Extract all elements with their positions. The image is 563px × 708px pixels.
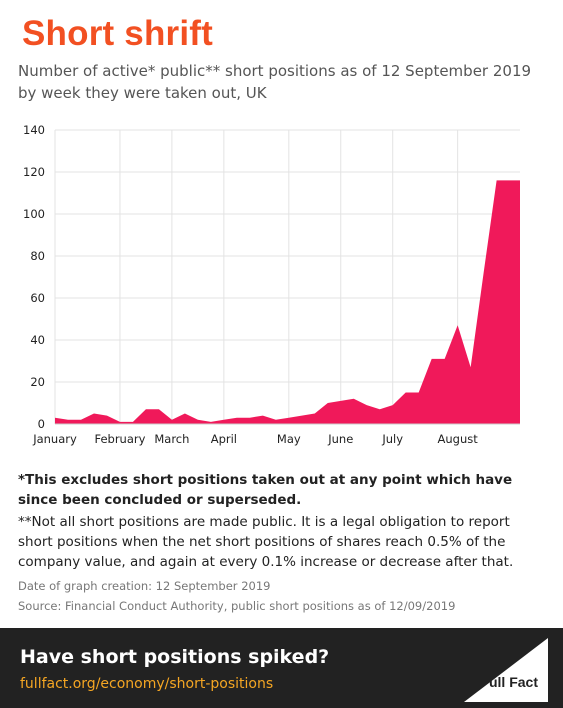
x-tick-label: June bbox=[327, 432, 353, 446]
y-tick-label: 140 bbox=[23, 123, 45, 137]
y-tick-label: 80 bbox=[30, 249, 45, 263]
x-tick-label: July bbox=[381, 432, 403, 446]
x-tick-label: August bbox=[438, 432, 479, 446]
logo-triangle-icon bbox=[464, 638, 548, 702]
chart-title: Short shrift bbox=[22, 14, 214, 53]
x-tick-label: March bbox=[154, 432, 189, 446]
logo-text: Full Fact bbox=[480, 674, 538, 690]
source-note: Source: Financial Conduct Authority, pub… bbox=[18, 599, 456, 613]
y-tick-label: 100 bbox=[23, 207, 45, 221]
full-fact-logo[interactable]: Full Fact bbox=[464, 638, 548, 702]
creation-date: Date of graph creation: 12 September 201… bbox=[18, 579, 271, 593]
series-area bbox=[55, 180, 520, 424]
x-axis: January February March April May June July Augu… bbox=[32, 423, 520, 446]
x-tick-label: May bbox=[277, 432, 301, 446]
footer: Have short positions spiked? fullfact.or… bbox=[0, 628, 563, 708]
y-tick-label: 0 bbox=[38, 417, 45, 431]
y-tick-label: 20 bbox=[30, 375, 45, 389]
area-chart: 0 20 40 60 80 100 120 140 January February March A… bbox=[23, 123, 521, 446]
article-link[interactable]: fullfact.org/economy/short-positions bbox=[20, 676, 274, 692]
footnote-2: **Not all short positions are made publi… bbox=[18, 514, 514, 570]
footnote-1: *This excludes short positions taken out… bbox=[18, 472, 513, 508]
footer-headline: Have short positions spiked? bbox=[20, 646, 330, 668]
y-tick-label: 60 bbox=[30, 291, 45, 305]
chart-area bbox=[54, 180, 521, 424]
notes: *This excludes short positions taken out… bbox=[18, 470, 548, 616]
x-tick-label: April bbox=[211, 432, 237, 446]
y-tick-label: 40 bbox=[30, 333, 45, 347]
chart-grid bbox=[54, 129, 520, 425]
x-tick-label: January bbox=[32, 432, 77, 446]
x-tick-label: February bbox=[94, 432, 145, 446]
y-tick-label: 120 bbox=[23, 165, 45, 179]
y-axis: 0 20 40 60 80 100 120 140 bbox=[23, 123, 45, 431]
chart-subtitle: Number of active* public** short positio… bbox=[18, 62, 532, 102]
